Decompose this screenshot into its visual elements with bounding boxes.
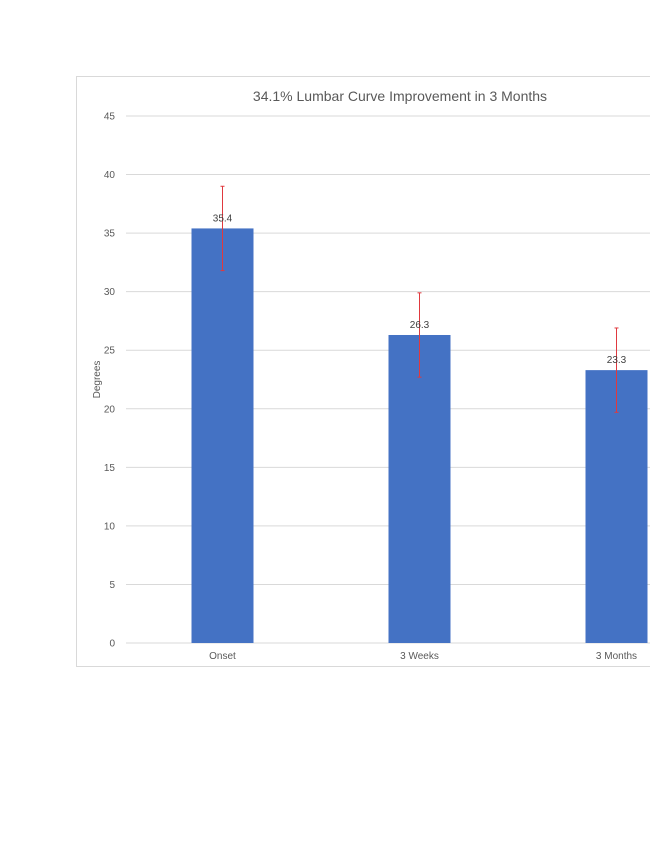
y-tick-label: 35 bbox=[104, 229, 116, 240]
data-label: 26.3 bbox=[410, 320, 430, 331]
data-label: 23.3 bbox=[607, 355, 627, 366]
y-tick-label: 40 bbox=[104, 170, 116, 181]
data-labels: 35.4 26.3 23.3 bbox=[213, 213, 627, 366]
x-axis-ticks: Onset 3 Weeks 3 Months bbox=[209, 651, 637, 662]
y-tick-label: 5 bbox=[109, 580, 115, 591]
y-tick-label: 25 bbox=[104, 346, 116, 357]
x-tick-label: Onset bbox=[209, 651, 236, 662]
y-tick-label: 15 bbox=[104, 463, 116, 474]
chart-title: 34.1% Lumbar Curve Improvement in 3 Mont… bbox=[253, 88, 547, 104]
y-axis-label: Degrees bbox=[92, 361, 103, 399]
y-tick-label: 30 bbox=[104, 287, 116, 298]
bars bbox=[191, 228, 648, 643]
data-label: 35.4 bbox=[213, 213, 233, 224]
y-tick-label: 20 bbox=[104, 404, 116, 415]
x-tick-label: 3 Months bbox=[596, 651, 637, 662]
y-axis-ticks: 0 5 10 15 20 25 30 35 40 45 bbox=[104, 112, 116, 650]
bar bbox=[388, 334, 451, 643]
x-tick-label: 3 Weeks bbox=[400, 651, 439, 662]
error-bars bbox=[220, 185, 619, 413]
chart-frame bbox=[76, 76, 650, 667]
y-tick-label: 10 bbox=[104, 521, 116, 532]
bar bbox=[191, 228, 254, 643]
y-tick-label: 45 bbox=[104, 112, 116, 123]
bar bbox=[585, 370, 648, 643]
y-tick-label: 0 bbox=[109, 639, 115, 650]
